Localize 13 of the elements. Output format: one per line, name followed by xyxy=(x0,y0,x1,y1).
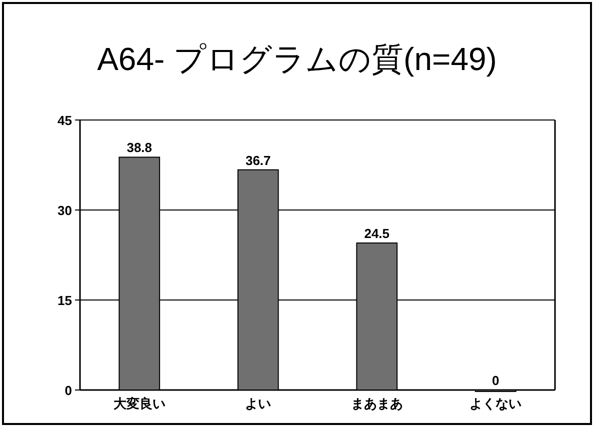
y-tick-label: 30 xyxy=(58,203,72,218)
x-tick-label: よくない xyxy=(470,396,522,411)
x-tick-label: よい xyxy=(245,396,272,411)
data-label: 0 xyxy=(492,373,500,388)
data-label: 36.7 xyxy=(245,152,271,168)
y-tick-label: 45 xyxy=(58,113,72,128)
x-tick-label: 大変良い xyxy=(113,396,166,411)
chart-title: A64- プログラムの質(n=49) xyxy=(97,41,497,77)
x-tick-label: まあまあ xyxy=(350,396,403,411)
data-label: 38.8 xyxy=(126,140,152,156)
y-tick-label: 0 xyxy=(64,383,72,398)
data-label: 24.5 xyxy=(364,226,390,241)
y-tick-label: 15 xyxy=(58,293,72,308)
